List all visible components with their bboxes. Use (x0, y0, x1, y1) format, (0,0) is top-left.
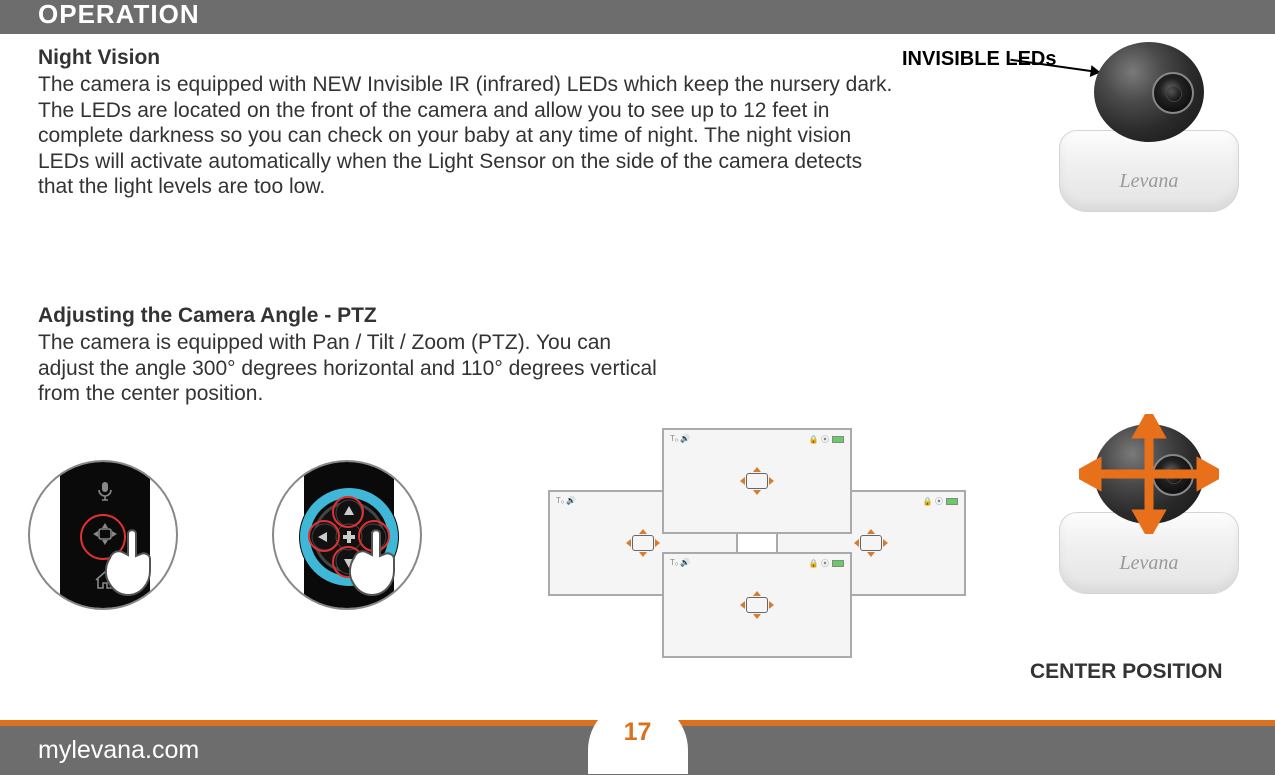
camera-lens-icon (1152, 454, 1194, 496)
ptz-center-icon (746, 597, 768, 613)
ptz-center-icon (860, 535, 882, 551)
ptz-center-icon (746, 473, 768, 489)
monitor-press-ptz-button (28, 460, 178, 610)
footer-url: mylevana.com (38, 736, 199, 765)
ptz-center-icon (632, 535, 654, 551)
page-footer: mylevana.com 17 (0, 720, 1275, 775)
camera-logo-text: Levana (1060, 552, 1238, 575)
mic-icon (96, 480, 114, 508)
content-area: Night Vision The camera is equipped with… (0, 36, 1275, 712)
camera-base-icon: Levana (1059, 130, 1239, 212)
screen-preview-top: T₀ 🔊🔒 ⦿ (662, 428, 852, 534)
camera-lens-icon (1152, 72, 1194, 114)
ptz-body: The camera is equipped with Pan / Tilt /… (38, 330, 658, 407)
ptz-section: Adjusting the Camera Angle - PTZ The cam… (38, 304, 1237, 407)
night-vision-section: Night Vision The camera is equipped with… (38, 46, 1237, 200)
camera-head-icon (1094, 424, 1204, 524)
night-vision-body: The camera is equipped with NEW Invisibl… (38, 72, 898, 200)
camera-illustration-1: Levana (1059, 42, 1239, 212)
page-title: OPERATION (38, 0, 200, 29)
camera-head-icon (1094, 42, 1204, 142)
camera-logo-text: Levana (1060, 170, 1238, 193)
center-position-label: CENTER POSITION (1030, 660, 1223, 684)
screen-preview-bottom: T₀ 🔊🔒 ⦿ (662, 552, 852, 658)
camera-illustration-2: Levana (1059, 424, 1239, 594)
finger-icon (334, 520, 422, 610)
finger-icon (90, 520, 178, 610)
camera-base-icon: Levana (1059, 512, 1239, 594)
monitor-press-direction-buttons (272, 460, 422, 610)
page-header: OPERATION (0, 0, 1275, 34)
ptz-heading: Adjusting the Camera Angle - PTZ (38, 304, 1237, 328)
invisible-leds-label: INVISIBLE LEDs (902, 49, 1056, 70)
